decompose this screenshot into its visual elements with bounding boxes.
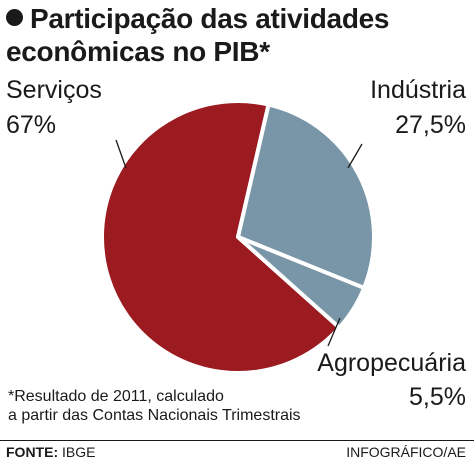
chart-title: Participação das atividades econômicas n… (6, 2, 468, 68)
source-key: FONTE: (6, 444, 59, 460)
slice-servicos (100, 99, 342, 375)
credit: INFOGRÁFICO/AE (346, 444, 466, 460)
footnote-line-1: *Resultado de 2011, calculado (8, 388, 224, 405)
label-agropecuaria-name: Agropecuária (317, 349, 466, 377)
footnote-line-2: a partir das Contas Nacionais Trimestrai… (8, 407, 301, 424)
slice-agropecuaria (236, 235, 367, 330)
label-agropecuaria-value: 5,5% (409, 383, 466, 411)
leader-agropecuaria (327, 317, 341, 347)
source-value: IBGE (62, 444, 96, 460)
label-servicos-name: Serviços (6, 76, 102, 104)
slice-industria (236, 102, 376, 290)
footer: FONTE: IBGE INFOGRÁFICO/AE (0, 440, 474, 466)
leader-industria (347, 143, 363, 169)
label-industria-value: 27,5% (395, 111, 466, 139)
label-industria-name: Indústria (370, 76, 466, 104)
leader-servicos (115, 139, 127, 169)
chart-title-text: Participação das atividades econômicas n… (6, 3, 390, 67)
label-servicos-value: 67% (6, 111, 57, 139)
footnote: *Resultado de 2011, calculado a partir d… (8, 387, 301, 425)
bullet-icon (6, 9, 23, 26)
